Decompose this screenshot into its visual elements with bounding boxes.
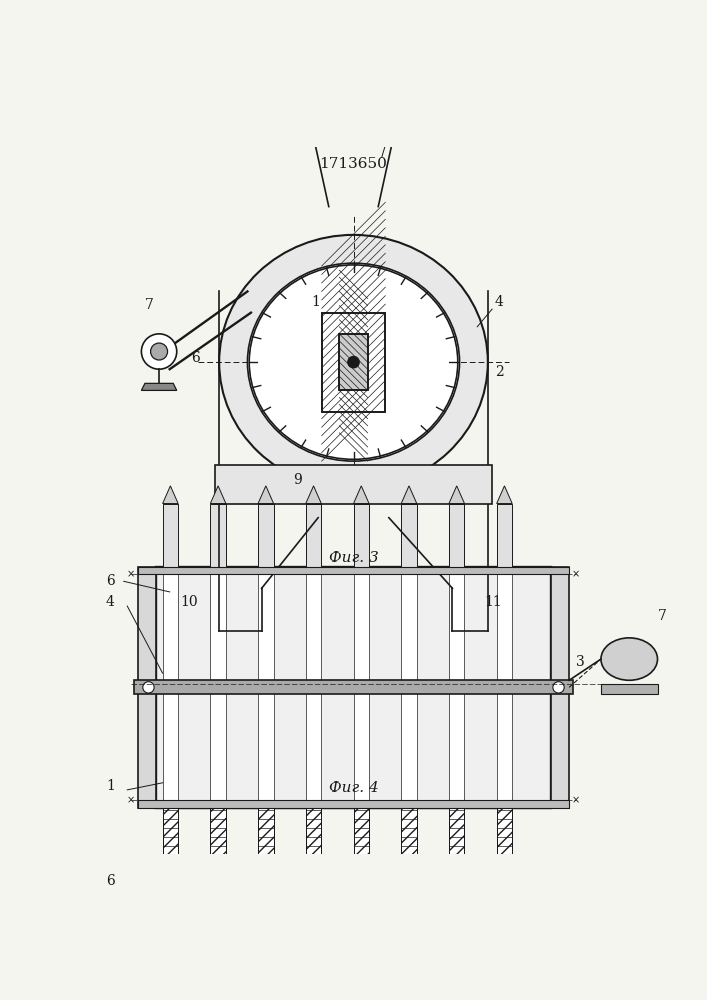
Bar: [601, 684, 658, 694]
Text: ×: ×: [572, 795, 580, 805]
Circle shape: [143, 682, 154, 693]
Text: 9: 9: [0, 999, 1, 1000]
Bar: [449, 808, 464, 892]
Bar: [258, 808, 274, 892]
Bar: [496, 574, 512, 800]
Bar: [163, 808, 178, 892]
Text: 7: 7: [658, 609, 667, 623]
Bar: [258, 808, 274, 892]
Bar: [449, 808, 464, 892]
Bar: [449, 504, 464, 567]
Text: 4: 4: [106, 595, 115, 609]
Bar: [305, 504, 321, 567]
Bar: [339, 334, 368, 390]
Bar: [138, 567, 569, 574]
Bar: [138, 800, 569, 808]
Text: 2: 2: [495, 365, 503, 379]
Text: 4: 4: [495, 295, 504, 309]
Bar: [148, 892, 559, 903]
Bar: [305, 808, 321, 892]
Circle shape: [151, 343, 168, 360]
Bar: [258, 504, 274, 567]
Bar: [258, 574, 274, 800]
Polygon shape: [449, 486, 464, 504]
Circle shape: [141, 334, 177, 369]
Bar: [339, 334, 368, 390]
Bar: [402, 808, 417, 892]
Text: 6: 6: [191, 351, 199, 365]
Bar: [163, 504, 178, 567]
Text: 7: 7: [145, 298, 154, 312]
Text: 9: 9: [293, 473, 302, 487]
Bar: [496, 808, 512, 892]
Bar: [305, 808, 321, 892]
Bar: [305, 574, 321, 800]
Text: 3: 3: [576, 655, 585, 669]
Text: ×: ×: [127, 795, 135, 805]
Bar: [354, 808, 369, 892]
Bar: [322, 313, 385, 412]
Bar: [211, 574, 226, 800]
Bar: [215, 465, 492, 504]
Ellipse shape: [247, 263, 460, 461]
Ellipse shape: [219, 235, 488, 489]
Polygon shape: [211, 486, 226, 504]
Bar: [354, 504, 369, 567]
Text: ×: ×: [572, 569, 580, 579]
Circle shape: [348, 356, 359, 368]
Polygon shape: [141, 383, 177, 390]
Bar: [163, 574, 178, 800]
Bar: [134, 680, 573, 694]
Bar: [211, 504, 226, 567]
Bar: [496, 504, 512, 567]
Text: Фиг. 4: Фиг. 4: [329, 781, 378, 795]
Bar: [211, 808, 226, 892]
Text: 6: 6: [106, 574, 115, 588]
Text: 1: 1: [311, 295, 320, 309]
Polygon shape: [258, 486, 274, 504]
Bar: [449, 574, 464, 800]
Text: 1713650: 1713650: [320, 157, 387, 171]
Bar: [322, 313, 385, 412]
Polygon shape: [496, 486, 512, 504]
Bar: [163, 808, 178, 892]
Text: 11: 11: [484, 595, 502, 609]
Polygon shape: [402, 486, 417, 504]
Bar: [402, 504, 417, 567]
Bar: [354, 574, 369, 800]
Bar: [354, 808, 369, 892]
Bar: [156, 567, 551, 808]
Text: 10: 10: [180, 595, 198, 609]
Circle shape: [553, 682, 564, 693]
Ellipse shape: [601, 638, 658, 680]
Bar: [402, 808, 417, 892]
Bar: [402, 574, 417, 800]
Bar: [211, 808, 226, 892]
Bar: [496, 808, 512, 892]
Text: 6: 6: [106, 874, 115, 888]
Text: Фиг. 3: Фиг. 3: [329, 551, 378, 565]
Polygon shape: [354, 486, 369, 504]
Bar: [551, 567, 569, 808]
Polygon shape: [305, 486, 321, 504]
Bar: [138, 567, 156, 808]
Ellipse shape: [258, 273, 449, 451]
Polygon shape: [163, 486, 178, 504]
Text: ×: ×: [127, 569, 135, 579]
Text: 1: 1: [106, 779, 115, 793]
